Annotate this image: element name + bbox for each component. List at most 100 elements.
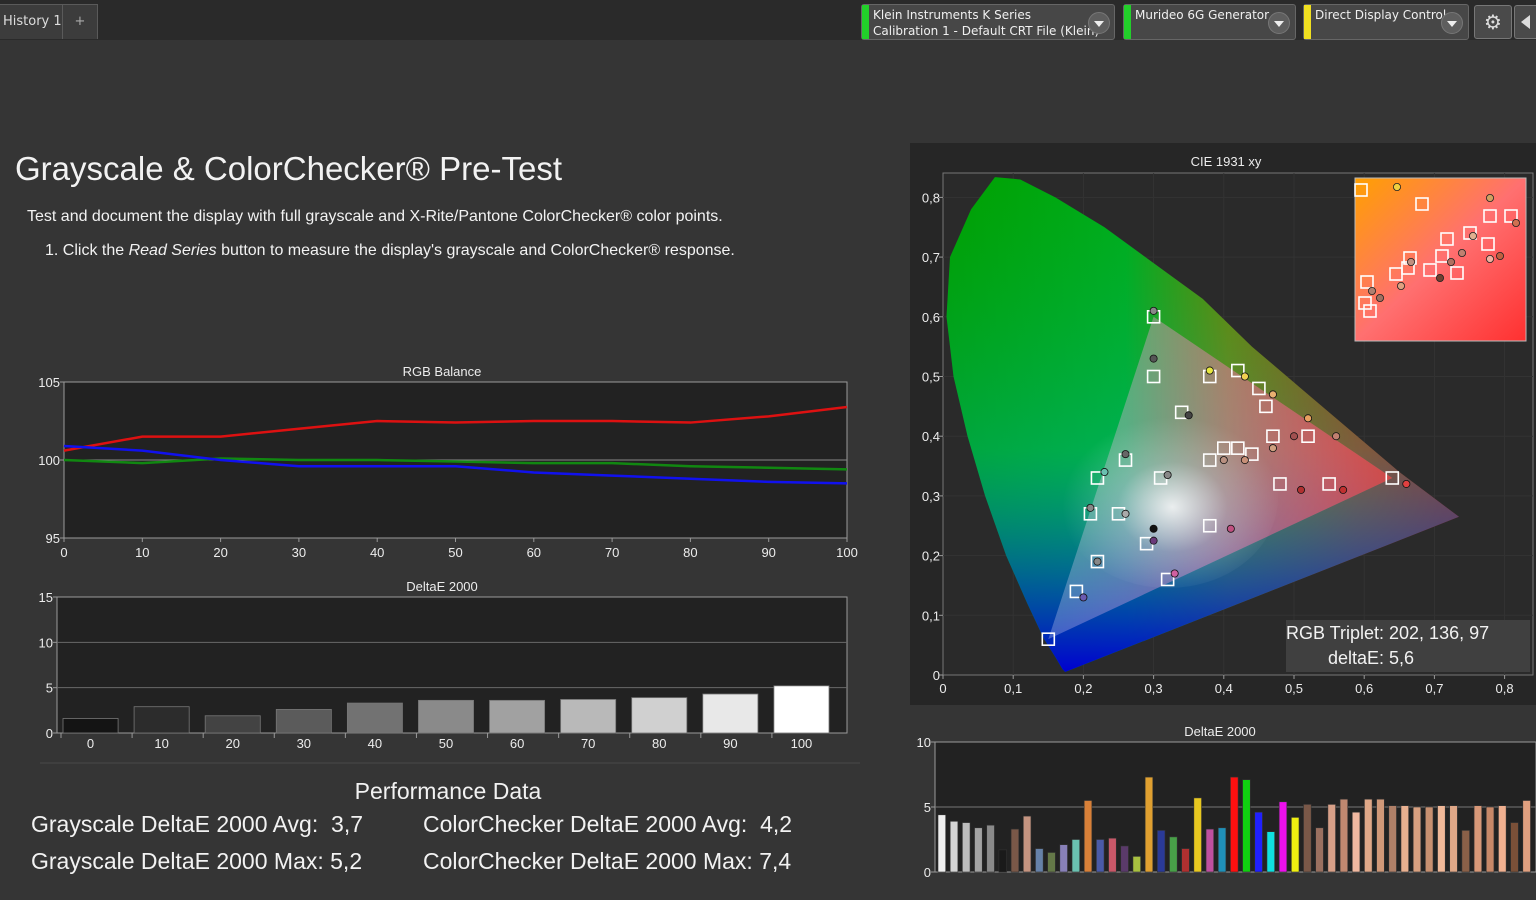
colorchecker-bar <box>1339 798 1349 873</box>
colorchecker-bar <box>986 824 995 873</box>
rgb-series-line-1 <box>63 457 848 471</box>
colorchecker-bar <box>1010 828 1020 873</box>
top-toolbar: History 1 + Klein Instruments K Series Ca… <box>0 0 1536 40</box>
generator-name: Murideo 6G Generator <box>1135 8 1270 22</box>
colorchecker-bar <box>1498 805 1507 873</box>
x-tick-label: 70 <box>605 545 619 560</box>
display-status-strip <box>1304 5 1311 39</box>
inset-measured-point <box>1392 183 1401 192</box>
measured-point <box>1240 372 1249 381</box>
meter-calibration: Calibration 1 - Default CRT File (Klein) <box>873 24 1100 38</box>
colorchecker-bar <box>1461 830 1470 873</box>
chevron-down-icon[interactable] <box>1268 12 1290 34</box>
chevron-down-icon[interactable] <box>1088 12 1110 34</box>
colorchecker-bar <box>1157 830 1166 873</box>
target-point <box>1090 471 1105 485</box>
divider <box>40 762 860 764</box>
inset-target-point <box>1363 304 1377 318</box>
read-series-link: Read Series <box>128 242 217 259</box>
inset-measured-point <box>1458 249 1467 258</box>
rgb-series-line-2 <box>63 444 848 485</box>
colorchecker-bar <box>1047 852 1056 873</box>
colorchecker-bar <box>1022 815 1032 873</box>
generator-selector[interactable]: Murideo 6G Generator <box>1123 4 1296 40</box>
x-tick-label: 40 <box>368 736 382 751</box>
inset-target-point <box>1463 226 1477 240</box>
colorchecker-bar <box>1169 836 1178 873</box>
x-tick-label: 0,1 <box>1004 681 1022 696</box>
colorchecker-bar <box>1315 827 1324 873</box>
colorchecker-bar <box>1522 800 1531 873</box>
colorchecker-bar <box>1473 805 1483 873</box>
colorchecker-bar <box>1437 805 1446 873</box>
colorchecker-bar <box>1230 776 1239 873</box>
x-tick-label: 10 <box>154 736 168 751</box>
inset-target-point <box>1483 209 1497 223</box>
y-tick-label: 10 <box>917 735 931 750</box>
target-point <box>1273 477 1287 491</box>
target-point <box>1385 471 1400 485</box>
y-tick-label: 0 <box>933 668 940 683</box>
colorchecker-bar <box>1096 839 1105 873</box>
colorchecker-bar <box>1510 822 1519 873</box>
inset-measured-point <box>1367 286 1376 295</box>
display-control-selector[interactable]: Direct Display Control <box>1303 4 1469 40</box>
measured-point <box>1184 411 1193 420</box>
inset-measured-point <box>1486 194 1495 203</box>
gear-icon[interactable]: ⚙ <box>1474 5 1512 39</box>
deltae-label: deltaE: 5,6 <box>1328 648 1415 668</box>
y-tick-label: 0,7 <box>922 250 940 265</box>
target-point <box>1202 453 1217 467</box>
x-tick-label: 0 <box>939 681 946 696</box>
target-point <box>1259 399 1273 414</box>
colorchecker-bar <box>1193 797 1202 873</box>
cie-title: CIE 1931 xy <box>1191 154 1262 169</box>
measured-point <box>1240 456 1249 465</box>
colorchecker-bar <box>1217 827 1227 873</box>
measured-point <box>1149 536 1158 545</box>
colorchecker-bar <box>1242 779 1251 873</box>
rgb-series-line-0 <box>63 405 848 452</box>
colorchecker-bar <box>1120 845 1129 873</box>
colorchecker-bar <box>1351 811 1361 873</box>
y-tick-label: 0 <box>924 865 931 880</box>
grayscale-bar <box>275 709 332 734</box>
target-point <box>1146 369 1161 384</box>
x-tick-label: 20 <box>213 545 227 560</box>
colorchecker-bar <box>998 849 1007 873</box>
x-tick-label: 0,4 <box>1215 681 1233 696</box>
target-point <box>1090 554 1105 569</box>
colorchecker-bar <box>1485 806 1495 873</box>
x-tick-label: 0 <box>87 736 94 751</box>
inset-measured-point <box>1486 255 1495 264</box>
colorchecker-bar <box>1364 798 1373 873</box>
colorchecker-bar <box>962 822 971 873</box>
colorchecker-bar <box>1035 848 1044 873</box>
y-tick-label: 0 <box>46 726 53 741</box>
inset-target-point <box>1440 232 1454 246</box>
y-tick-label: 0,1 <box>922 608 940 623</box>
x-tick-label: 0,8 <box>1496 681 1514 696</box>
grayscale-avg: Grayscale DeltaE 2000 Avg: 3,7 <box>31 811 363 837</box>
measured-point <box>1170 569 1179 578</box>
target-point <box>1252 381 1266 396</box>
back-arrow-icon[interactable] <box>1514 5 1536 39</box>
grayscale-bar <box>773 685 830 734</box>
chevron-down-icon[interactable] <box>1441 12 1463 34</box>
grayscale-bar <box>489 699 546 734</box>
rgb-triplet-readout: RGB Triplet: 202, 136, 97 deltaE: 5,6 <box>1286 620 1530 672</box>
meter-selector[interactable]: Klein Instruments K Series Calibration 1 … <box>861 4 1115 40</box>
x-tick-label: 0 <box>60 545 67 560</box>
measured-point <box>1086 503 1095 512</box>
measured-point <box>1297 485 1306 494</box>
inset-target-point <box>1435 249 1449 263</box>
grayscale-bar <box>560 699 617 734</box>
measured-point <box>1121 450 1130 459</box>
meter-name: Klein Instruments K Series <box>873 8 1032 22</box>
colorchecker-bar <box>1071 839 1081 873</box>
inset-target-point <box>1504 209 1518 223</box>
target-point <box>1216 441 1231 455</box>
rgb-chart-title: RGB Balance <box>403 364 482 379</box>
tab-history-1[interactable]: History 1 <box>0 4 66 39</box>
add-tab-button[interactable]: + <box>62 4 98 39</box>
